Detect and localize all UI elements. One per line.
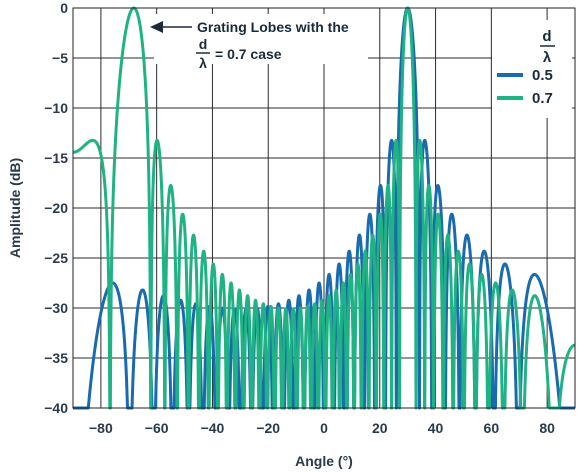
annotation-line1: Grating Lobes with the: [197, 19, 349, 35]
y-axis-title: Amplitude (dB): [7, 158, 23, 258]
legend-label-0.7: 0.7: [532, 90, 553, 107]
y-tick-label: −40: [44, 400, 68, 416]
grating-lobe-annotation: Grating Lobes with the d λ = 0.7 case: [150, 14, 368, 71]
x-tick-label: 80: [539, 420, 555, 436]
x-tick-label: −60: [145, 420, 169, 436]
x-tick-labels: −80 −60 −40 −20 0 20 40 60 80: [89, 420, 555, 436]
y-tick-label: −5: [52, 50, 68, 66]
x-tick-label: 60: [484, 420, 500, 436]
plot-frame: [72, 7, 576, 409]
annotation-frac-denominator: λ: [199, 55, 207, 71]
annotation-background: [154, 14, 368, 64]
y-tick-label: −30: [44, 300, 68, 316]
x-tick-label: 40: [428, 420, 444, 436]
x-tick-label: 0: [320, 420, 328, 436]
legend-box: [492, 20, 572, 118]
y-tick-label: −20: [44, 200, 68, 216]
y-tick-label: −10: [44, 100, 68, 116]
y-tick-labels: 0 −5 −10 −15 −20 −25 −30 −35 −40: [44, 0, 68, 416]
legend-label-0.5: 0.5: [532, 67, 553, 84]
x-tick-label: 20: [372, 420, 388, 436]
x-axis-title: Angle (°): [295, 453, 353, 469]
y-tick-label: −35: [44, 350, 68, 366]
annotation-frac-numerator: d: [199, 36, 208, 52]
x-tick-label: −80: [89, 420, 113, 436]
legend-title-numerator: d: [542, 28, 551, 45]
x-tick-label: −20: [256, 420, 280, 436]
legend: d λ 0.5 0.7: [492, 20, 572, 118]
annotation-arrowhead: [150, 21, 163, 33]
x-tick-label: −40: [201, 420, 225, 436]
y-tick-label: 0: [60, 0, 68, 16]
annotation-tail: = 0.7 case: [215, 46, 282, 62]
legend-title-denominator: λ: [543, 49, 552, 66]
series-line-0.7: [71, 6, 577, 410]
y-tick-label: −25: [44, 250, 68, 266]
y-tick-label: −15: [44, 150, 68, 166]
